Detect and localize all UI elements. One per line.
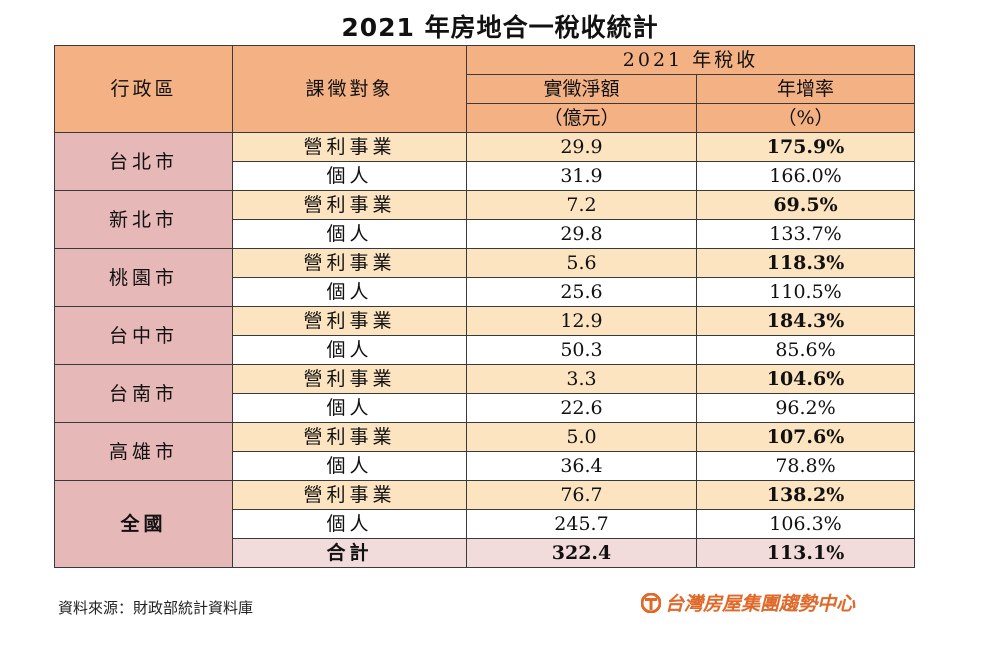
region-cell: 桃園市 [54,248,233,307]
business-growth-cell: 138.2% [696,480,915,510]
business-amount-cell: 3.3 [466,364,697,394]
table-row: 個人 29.8 133.7% [55,219,915,249]
region-cell: 台北市 [54,132,233,191]
business-label-cell: 營利事業 [232,422,467,452]
table-row: 個人 31.9 166.0% [55,161,915,191]
individual-label-cell: 個人 [232,451,467,481]
individual-amount-cell: 22.6 [466,393,697,423]
tax-table: 行政區 課徵對象 2021 年稅收 實徵淨額 年增率 （億元） （%） 台北市營… [54,45,915,568]
header-net-amount: 實徵淨額 [466,74,697,104]
table-row: 新北市 營利事業 7.2 69.5% [54,190,915,249]
table-row: 台中市 營利事業 12.9 184.3% [54,306,915,365]
table-row: 台北市 營利事業 29.9 175.9% [54,132,915,191]
business-growth-cell: 107.6% [696,422,915,452]
table-row: 高雄市 營利事業 5.0 107.6% [54,422,915,481]
business-label-cell: 營利事業 [232,132,467,162]
business-amount-cell: 29.9 [466,132,697,162]
individual-growth-cell: 85.6% [696,335,915,365]
source-note: 資料來源：財政部統計資料庫 [58,599,254,617]
region-cell: 台南市 [54,364,233,423]
business-growth-cell: 104.6% [696,364,915,394]
table-row: 全國 營利事業 76.7 138.2% [54,480,915,568]
table-row: 個人 22.6 96.2% [55,393,915,423]
business-amount-cell: 5.0 [466,422,697,452]
table-row: 個人 50.3 85.6% [55,335,915,365]
header-tax-target: 課徵對象 [232,45,467,133]
chart-title: 2021 年房地合一稅收統計 [341,13,659,42]
individual-label-cell: 個人 [232,335,467,365]
business-amount-cell: 7.2 [466,190,697,220]
business-amount-cell: 76.7 [466,480,697,510]
individual-amount-cell: 29.8 [466,219,697,249]
business-label-cell: 營利事業 [232,306,467,336]
individual-amount-cell: 25.6 [466,277,697,307]
individual-amount-cell: 50.3 [466,335,697,365]
individual-label-cell: 個人 [232,393,467,423]
business-label-cell: 營利事業 [232,248,467,278]
header-net-amount-unit: （億元） [466,103,697,133]
region-cell-national: 全國 [54,480,233,568]
business-label-cell: 營利事業 [232,190,467,220]
business-label-cell: 營利事業 [232,480,467,510]
table-row: 桃園市 營利事業 5.6 118.3% [54,248,915,307]
business-label-cell: 營利事業 [232,364,467,394]
business-amount-cell: 12.9 [466,306,697,336]
individual-growth-cell: 106.3% [696,509,915,539]
individual-growth-cell: 96.2% [696,393,915,423]
individual-growth-cell: 110.5% [696,277,915,307]
header-region: 行政區 [54,45,233,133]
business-growth-cell: 184.3% [696,306,915,336]
region-cell: 新北市 [54,190,233,249]
business-growth-cell: 175.9% [696,132,915,162]
table-row: 個人 245.7 106.3% [55,509,915,539]
region-cell: 高雄市 [54,422,233,481]
individual-label-cell: 個人 [232,161,467,191]
individual-growth-cell: 166.0% [696,161,915,191]
logo-text: 台灣房屋集團趨勢中心 [665,593,856,615]
table-row: 合計 322.4 113.1% [55,538,915,568]
region-cell: 台中市 [54,306,233,365]
individual-label-cell: 個人 [232,509,467,539]
company-logo: 台灣房屋集團趨勢中心 [641,589,855,616]
individual-growth-cell: 133.7% [696,219,915,249]
table-row: 台南市 營利事業 3.3 104.6% [54,364,915,423]
individual-amount-cell: 36.4 [466,451,697,481]
total-growth-cell: 113.1% [696,538,915,568]
total-amount-cell: 322.4 [466,538,697,568]
individual-amount-cell: 245.7 [466,509,697,539]
business-amount-cell: 5.6 [466,248,697,278]
individual-growth-cell: 78.8% [696,451,915,481]
header-group: 2021 年稅收 [466,45,915,75]
header-growth-unit: （%） [696,103,915,133]
individual-label-cell: 個人 [232,219,467,249]
individual-amount-cell: 31.9 [466,161,697,191]
header-growth: 年增率 [696,74,915,104]
table-row: 個人 25.6 110.5% [55,277,915,307]
business-growth-cell: 69.5% [696,190,915,220]
individual-label-cell: 個人 [232,277,467,307]
business-growth-cell: 118.3% [696,248,915,278]
logo-mark-icon [641,592,661,613]
table-body: 台北市 營利事業 29.9 175.9% 個人 31.9 166.0% 新北市 營利事業 7.2 6… [54,132,915,568]
total-label-cell: 合計 [232,538,467,568]
